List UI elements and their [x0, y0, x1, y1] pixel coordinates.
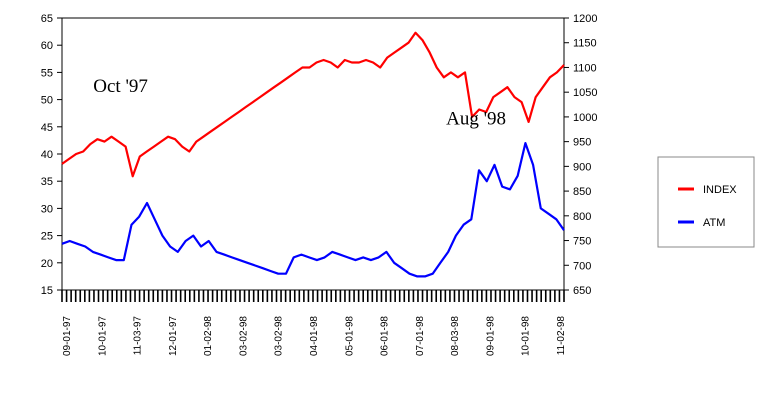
x-tick-label: 04-01-98: [309, 316, 320, 356]
x-tick-label: 03-02-98: [274, 316, 285, 356]
x-tick-label: 11-03-97: [133, 316, 144, 356]
legend: INDEX ATM: [657, 156, 755, 248]
x-tick-label: 09-01-97: [62, 316, 73, 356]
left-tick-label: 30: [41, 203, 53, 215]
left-tick-label: 65: [41, 13, 53, 25]
right-tick-label: 850: [573, 186, 591, 198]
legend-box: [657, 156, 755, 248]
left-tick-label: 25: [41, 231, 53, 243]
left-tick-label: 60: [41, 40, 53, 52]
right-tick-label: 800: [573, 211, 591, 223]
x-tick-label: 01-02-98: [203, 316, 214, 356]
right-tick-label: 750: [573, 236, 591, 248]
x-tick-label: 08-03-98: [450, 316, 461, 356]
plot-area: [61, 17, 565, 291]
right-tick-label: 650: [573, 285, 591, 297]
left-tick-label: 35: [41, 176, 53, 188]
right-tick-label: 1000: [573, 112, 597, 124]
right-tick-label: 1100: [573, 62, 597, 74]
left-tick-label: 45: [41, 122, 53, 134]
legend-label-index: INDEX: [703, 184, 737, 196]
left-tick-label: 20: [41, 258, 53, 270]
x-axis: 09-01-97 10-01-97 11-03-97 12-01-97 01-02-98…: [61, 290, 567, 356]
x-tick-label: 10-01-97: [97, 316, 108, 356]
series-line-index: [61, 31, 565, 178]
left-y-axis: 15 20 25 30 35 40 45 50 55 60 65: [41, 13, 62, 297]
left-tick-label: 40: [41, 149, 53, 161]
right-tick-label: 1200: [573, 13, 597, 25]
x-tick-label: 06-01-98: [380, 316, 391, 356]
x-tick-label: 12-01-97: [168, 316, 179, 356]
right-tick-label: 1050: [573, 87, 597, 99]
series-layer: [61, 31, 565, 278]
x-tick-label: 03-02-98: [238, 316, 249, 356]
x-tick-label: 09-01-98: [485, 316, 496, 356]
right-tick-label: 950: [573, 137, 591, 149]
left-tick-label: 55: [41, 67, 53, 79]
right-tick-label: 900: [573, 161, 591, 173]
annotation-label: Aug '98: [446, 108, 506, 129]
annotation-layer: Oct '97 Aug '98: [93, 76, 506, 129]
legend-label-atm: ATM: [703, 217, 725, 229]
x-tick-label: 11-02-98: [556, 316, 567, 356]
right-y-axis: 650 700 750 800 850 900 950 1000 1050 1100 1150 120…: [564, 13, 597, 297]
series-line-atm: [61, 142, 565, 278]
left-tick-label: 15: [41, 285, 53, 297]
right-tick-label: 700: [573, 260, 591, 272]
x-tick-label: 05-01-98: [344, 316, 355, 356]
right-tick-label: 1150: [573, 38, 597, 50]
x-tick-label: 07-01-98: [415, 316, 426, 356]
annotation-label: Oct '97: [93, 76, 148, 97]
x-tick-label: 10-01-98: [521, 316, 532, 356]
left-tick-label: 50: [41, 95, 53, 107]
